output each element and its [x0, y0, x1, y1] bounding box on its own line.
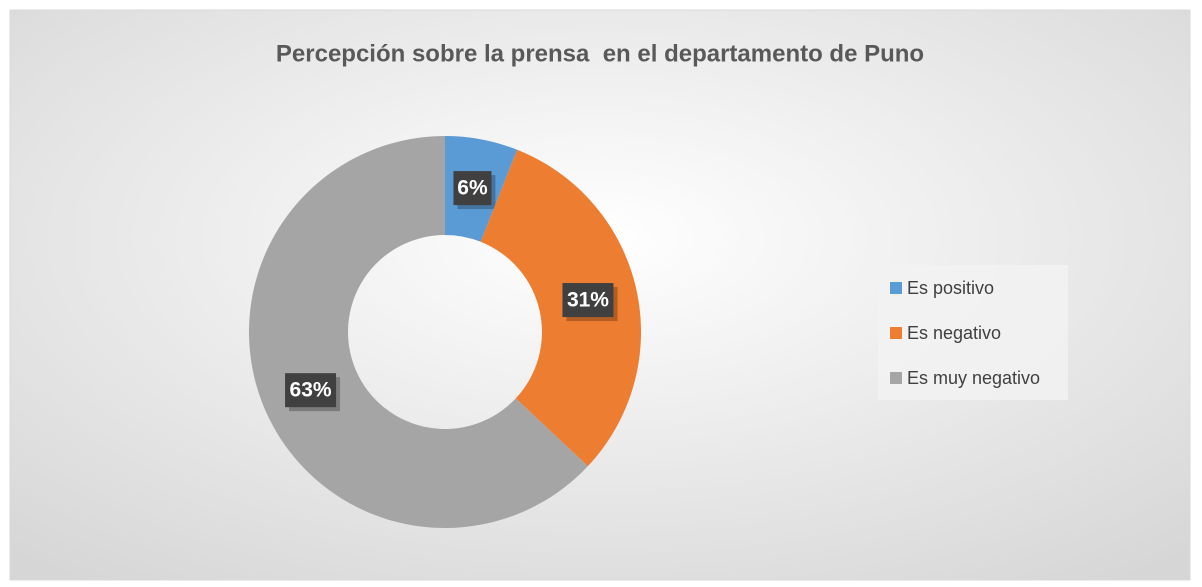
donut-slice — [249, 135, 588, 528]
legend-label: Es positivo — [907, 278, 994, 298]
legend-label: Es muy negativo — [907, 368, 1040, 388]
data-label-box — [285, 373, 337, 408]
data-label: 63% — [290, 379, 332, 402]
chart-title: Percepción sobre la prensa en el departa… — [276, 40, 924, 67]
donut-slice — [480, 149, 641, 467]
data-label: 31% — [567, 289, 609, 312]
data-label-box — [453, 171, 492, 206]
legend-label: Es negativo — [907, 323, 1001, 343]
data-label-box — [562, 283, 614, 318]
legend-swatch — [890, 327, 902, 339]
legend-swatch — [890, 372, 902, 384]
legend-swatch — [890, 282, 902, 294]
data-label: 6% — [457, 177, 488, 200]
legend-box — [878, 265, 1068, 400]
